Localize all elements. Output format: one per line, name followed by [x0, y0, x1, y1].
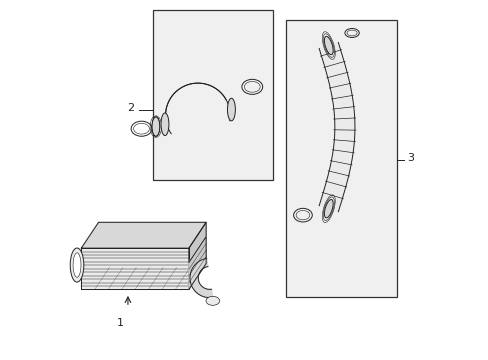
Polygon shape — [188, 237, 206, 289]
Ellipse shape — [227, 98, 235, 121]
Ellipse shape — [152, 117, 160, 136]
Ellipse shape — [324, 199, 332, 218]
Polygon shape — [319, 42, 354, 212]
Ellipse shape — [70, 248, 83, 282]
Polygon shape — [165, 83, 230, 134]
Polygon shape — [188, 222, 206, 289]
Bar — [153, 10, 273, 180]
Bar — [285, 21, 396, 297]
Ellipse shape — [161, 113, 168, 136]
Polygon shape — [81, 248, 188, 289]
Text: 1: 1 — [117, 318, 124, 328]
Text: 2: 2 — [127, 103, 134, 113]
Text: 3: 3 — [407, 153, 414, 163]
Ellipse shape — [73, 253, 81, 277]
Polygon shape — [81, 222, 206, 248]
Ellipse shape — [324, 36, 332, 55]
Polygon shape — [190, 258, 212, 298]
Ellipse shape — [205, 296, 219, 305]
